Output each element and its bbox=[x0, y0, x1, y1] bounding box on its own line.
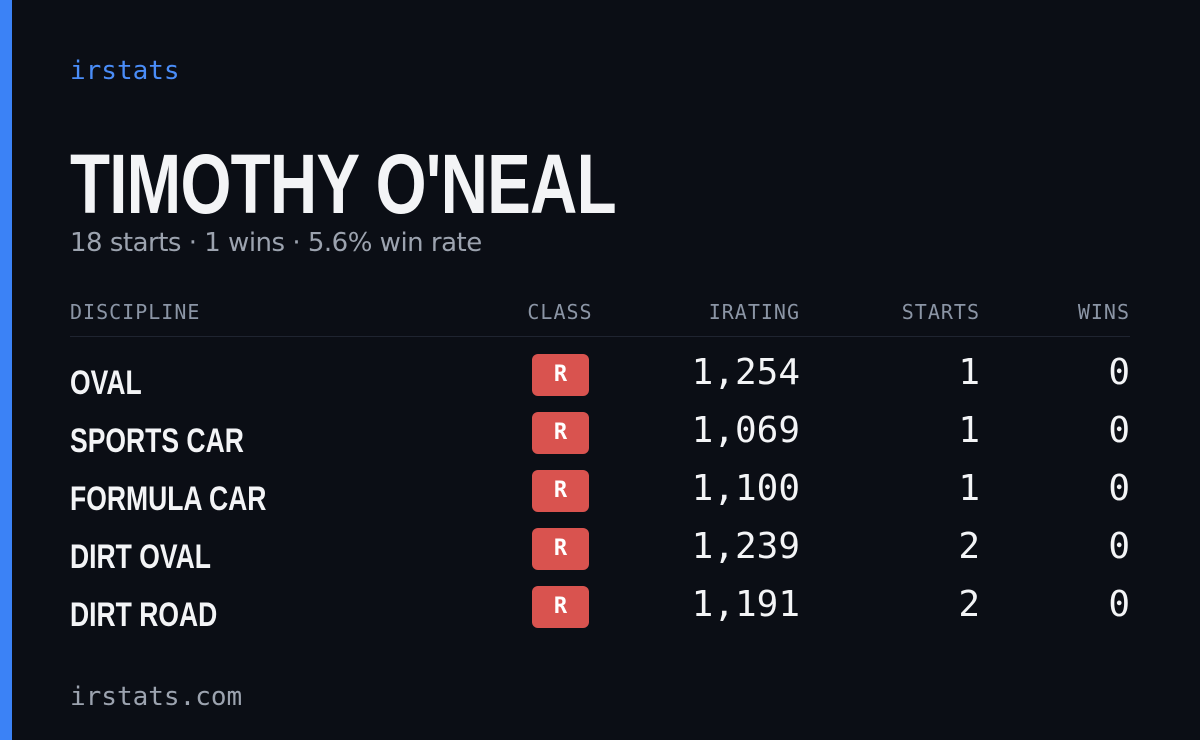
column-header: WINS bbox=[1077, 300, 1130, 324]
column-header: STARTS bbox=[901, 300, 980, 324]
accent-bar bbox=[0, 0, 12, 740]
stat-value: 1,254 bbox=[691, 352, 800, 393]
stat-value: 0 bbox=[1108, 410, 1130, 451]
discipline: OVAL bbox=[70, 364, 142, 402]
stat-value: 2 bbox=[958, 526, 980, 567]
summary: 18 starts · 1 wins · 5.6% win rate bbox=[70, 228, 482, 258]
stat-value: 1,100 bbox=[691, 468, 800, 509]
column-header: CLASS bbox=[527, 300, 593, 324]
discipline: FORMULA CAR bbox=[70, 480, 267, 518]
stat-value: 0 bbox=[1108, 526, 1130, 567]
class-badge: R bbox=[532, 354, 589, 396]
discipline: DIRT ROAD bbox=[70, 596, 218, 634]
driver-name: TIMOTHY O'NEAL bbox=[70, 137, 617, 231]
stat-value: 0 bbox=[1108, 352, 1130, 393]
stat-value: 1,239 bbox=[691, 526, 800, 567]
stat-value: 1,191 bbox=[691, 584, 800, 625]
column-header: IRATING bbox=[708, 300, 800, 324]
discipline: DIRT OVAL bbox=[70, 538, 211, 576]
column-header: DISCIPLINE bbox=[70, 300, 201, 324]
class-badge: R bbox=[532, 586, 589, 628]
stat-value: 0 bbox=[1108, 468, 1130, 509]
class-badge: R bbox=[532, 470, 589, 512]
stat-value: 1,069 bbox=[691, 410, 800, 451]
footer-url: irstats.com bbox=[70, 682, 243, 712]
class-badge: R bbox=[532, 412, 589, 454]
header-rule bbox=[70, 336, 1130, 337]
stat-value: 1 bbox=[958, 352, 980, 393]
class-badge: R bbox=[532, 528, 589, 570]
stat-value: 1 bbox=[958, 410, 980, 451]
brand: irstats bbox=[70, 56, 180, 86]
stat-value: 0 bbox=[1108, 584, 1130, 625]
stat-value: 2 bbox=[958, 584, 980, 625]
stat-value: 1 bbox=[958, 468, 980, 509]
discipline: SPORTS CAR bbox=[70, 422, 244, 460]
